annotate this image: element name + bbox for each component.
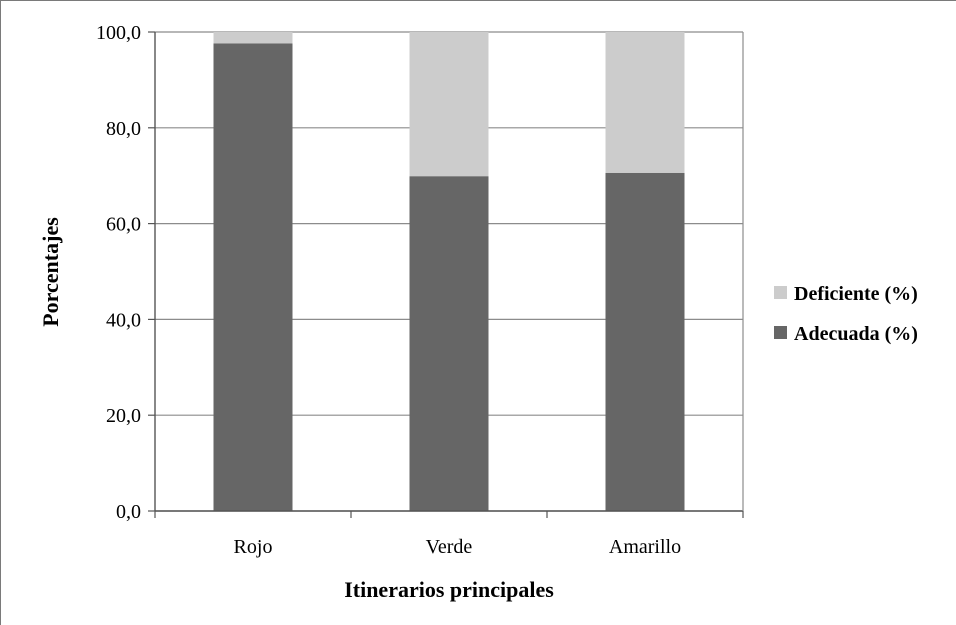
x-tick-labels: Rojo Verde Amarillo <box>234 536 682 558</box>
y-tick-labels: 0,0 20,0 40,0 60,0 80,0 100,0 <box>96 22 141 523</box>
legend: Deficiente (%) Adecuada (%) <box>774 283 918 345</box>
axes <box>148 31 744 518</box>
x-tick-label: Rojo <box>234 536 273 558</box>
bar-adecuada <box>213 43 293 511</box>
y-tick-label: 0,0 <box>116 501 141 523</box>
legend-label: Adecuada (%) <box>794 323 918 345</box>
legend-swatch <box>774 286 787 299</box>
x-axis-title: Itinerarios principales <box>344 577 554 602</box>
bar-adecuada <box>409 176 489 511</box>
x-tick-label: Amarillo <box>609 536 681 558</box>
y-tick-label: 80,0 <box>106 118 141 140</box>
y-tick-label: 60,0 <box>106 214 141 236</box>
y-tick-label: 40,0 <box>106 309 141 331</box>
y-tick-label: 100,0 <box>96 22 141 44</box>
legend-label: Deficiente (%) <box>794 283 918 305</box>
x-tick-label: Verde <box>426 536 473 558</box>
y-axis-title: Porcentajes <box>38 217 63 327</box>
bar-deficiente <box>605 32 685 173</box>
legend-swatch <box>774 326 787 339</box>
bar-deficiente <box>213 32 293 44</box>
bars <box>213 32 685 512</box>
y-tick-label: 20,0 <box>106 405 141 427</box>
bar-deficiente <box>409 32 489 177</box>
bar-adecuada <box>605 172 685 512</box>
